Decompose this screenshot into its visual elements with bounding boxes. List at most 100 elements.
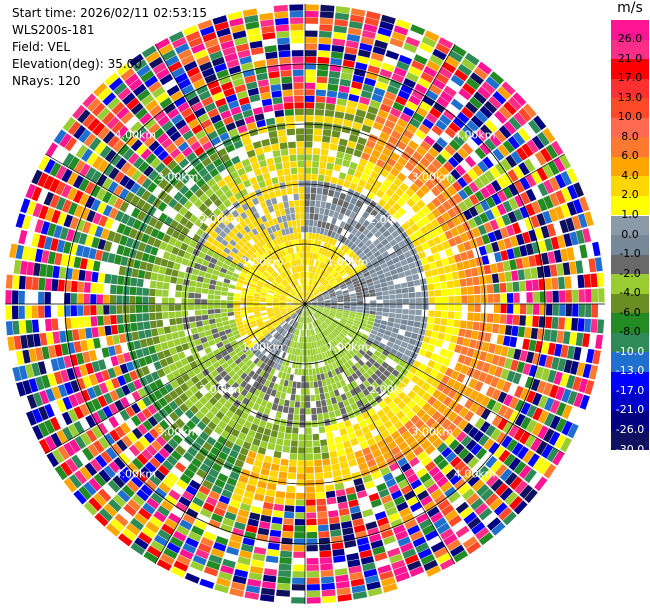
radar-gate bbox=[564, 317, 572, 331]
radar-gate bbox=[333, 476, 343, 484]
radar-gate bbox=[210, 274, 218, 281]
radar-gate bbox=[70, 140, 83, 155]
radar-gate bbox=[168, 209, 178, 219]
radar-gate bbox=[81, 148, 93, 162]
radar-gate bbox=[331, 253, 337, 261]
radar-gate bbox=[96, 305, 104, 315]
radar-gate bbox=[284, 399, 290, 407]
radar-gate bbox=[32, 425, 44, 440]
radar-gate bbox=[318, 386, 324, 394]
radar-gate bbox=[293, 298, 299, 302]
radar-gate bbox=[295, 506, 305, 513]
radar-gate bbox=[387, 247, 395, 255]
radar-gate bbox=[305, 349, 308, 356]
radar-gate bbox=[162, 282, 170, 290]
radar-gate bbox=[131, 494, 145, 507]
radar-gate bbox=[307, 245, 311, 253]
radar-gate bbox=[254, 272, 262, 278]
radar-gate bbox=[352, 444, 361, 453]
radar-gate bbox=[513, 112, 527, 127]
radar-gate bbox=[201, 416, 211, 426]
radar-gate bbox=[31, 277, 39, 290]
radar-gate bbox=[363, 118, 374, 127]
radar-gate bbox=[552, 304, 559, 316]
radar-gate bbox=[253, 357, 260, 365]
radar-gate bbox=[227, 300, 234, 304]
radar-gate bbox=[251, 277, 259, 283]
radar-gate bbox=[190, 415, 201, 425]
radar-gate bbox=[149, 288, 156, 297]
radar-gate bbox=[305, 167, 312, 174]
radar-gate bbox=[335, 275, 342, 281]
radar-gate bbox=[348, 330, 356, 336]
radar-gate bbox=[291, 387, 297, 395]
radar-gate bbox=[495, 216, 506, 228]
radar-gate bbox=[262, 285, 270, 290]
radar-gate bbox=[279, 357, 284, 365]
radar-gate bbox=[237, 432, 247, 441]
radar-gate bbox=[254, 260, 262, 268]
radar-gate bbox=[468, 181, 479, 193]
radar-gate bbox=[485, 386, 496, 398]
radar-gate bbox=[249, 444, 259, 453]
radar-gate bbox=[293, 551, 305, 558]
radar-gate bbox=[490, 376, 500, 388]
radar-gate bbox=[243, 490, 255, 499]
radar-gate bbox=[309, 381, 314, 389]
radar-gate bbox=[278, 563, 292, 571]
radar-gate bbox=[68, 394, 79, 408]
radar-gate bbox=[530, 267, 538, 279]
radar-gate bbox=[82, 447, 94, 461]
radar-gate bbox=[379, 353, 387, 361]
radar-gate bbox=[473, 91, 487, 105]
radar-gate bbox=[140, 484, 154, 497]
radar-gate bbox=[78, 178, 90, 192]
radar-gate bbox=[278, 335, 284, 342]
radar-gate bbox=[286, 387, 292, 394]
radar-gate bbox=[518, 374, 528, 387]
radar-gate bbox=[396, 304, 403, 309]
radar-gate bbox=[340, 318, 348, 323]
radar-gate bbox=[138, 436, 150, 448]
radar-gate bbox=[287, 333, 292, 340]
radar-gate bbox=[221, 489, 233, 499]
radar-gate bbox=[286, 305, 293, 307]
radar-gate bbox=[483, 264, 492, 275]
radar-gate bbox=[173, 262, 181, 271]
radar-gate bbox=[122, 528, 137, 542]
radar-gate bbox=[40, 221, 51, 235]
radar-gate bbox=[475, 405, 486, 417]
radar-gate bbox=[250, 505, 262, 515]
radar-gate bbox=[97, 283, 104, 294]
radar-gate bbox=[252, 417, 261, 426]
radar-gate bbox=[327, 317, 333, 322]
radar-gate bbox=[192, 425, 203, 436]
radar-gate bbox=[219, 405, 229, 415]
radar-gate bbox=[379, 570, 394, 581]
radar-gate bbox=[209, 244, 218, 252]
radar-gate bbox=[591, 288, 599, 303]
radar-gate bbox=[196, 344, 204, 352]
radar-gate bbox=[325, 364, 331, 372]
radar-gate bbox=[310, 296, 316, 301]
radar-gate bbox=[378, 246, 387, 254]
radar-gate bbox=[97, 87, 112, 102]
radar-gate bbox=[333, 318, 340, 324]
radar-gate bbox=[383, 202, 392, 212]
radar-gate bbox=[315, 96, 326, 103]
radar-gate bbox=[370, 304, 377, 308]
radar-gate bbox=[313, 135, 322, 142]
radar-gate bbox=[5, 321, 14, 336]
radar-gate bbox=[237, 278, 244, 284]
radar-gate bbox=[348, 499, 359, 508]
radar-gate bbox=[335, 489, 346, 497]
radar-gate bbox=[255, 285, 263, 290]
radar-gate bbox=[78, 232, 88, 245]
radar-gate bbox=[455, 525, 470, 538]
radar-gate bbox=[155, 297, 162, 304]
radar-gate bbox=[426, 212, 436, 222]
radar-gate bbox=[318, 353, 323, 361]
radar-gate bbox=[351, 253, 358, 261]
radar-gate bbox=[26, 261, 35, 276]
radar-gate bbox=[299, 408, 305, 415]
